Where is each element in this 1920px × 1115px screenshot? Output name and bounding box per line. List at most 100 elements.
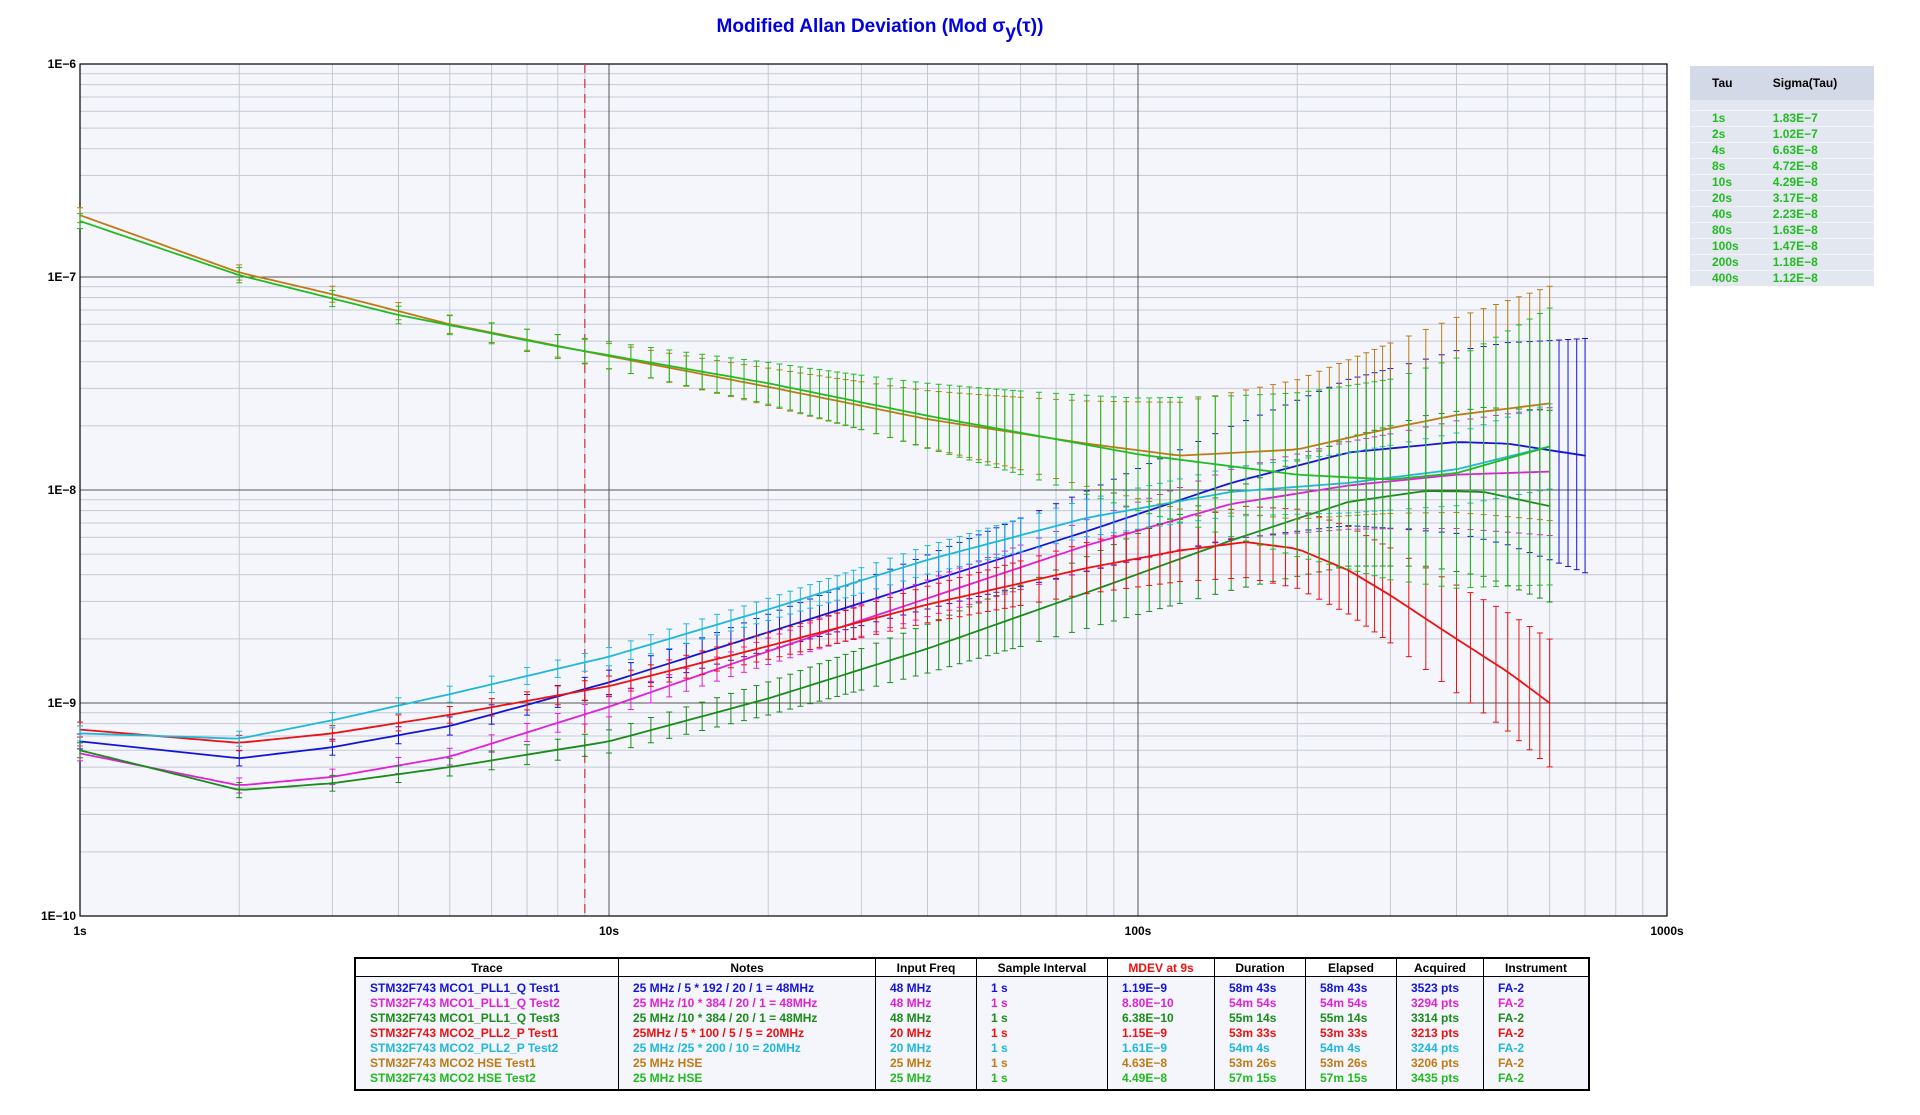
tau-row: 2s 1.02E−7 [1690,126,1874,143]
tau-row: 10s 4.29E−8 [1690,174,1874,191]
data-point [331,746,334,749]
data-point [767,697,770,700]
legend-cell: 48 MHz [875,996,977,1011]
data-point [1584,454,1586,457]
data-point [238,757,241,760]
series-line [79,214,1550,457]
sigma-value: 1.83E−7 [1762,110,1874,127]
data-point [1085,517,1088,519]
legend-row: STM32F743 MCO2_PLL2_P Test1 25MHz / 5 * 1… [354,1026,1590,1041]
legend-cell: 3523 pts [1396,976,1484,996]
sigma-value: 1.02E−7 [1762,126,1874,143]
chart-title-subscript: y [1005,22,1016,43]
series-line [79,470,1550,786]
data-point [331,732,334,735]
legend-cell: 3294 pts [1396,996,1484,1011]
data-point [608,354,610,357]
y-tick-label: 1E−8 [48,483,77,497]
legend-cell: 48 MHz [875,1011,977,1026]
x-tick-label: 10s [599,924,619,938]
data-point [331,782,334,785]
data-point [1548,702,1551,704]
sigma-value: 1.47E−8 [1762,238,1874,255]
legend-header: Elapsed [1305,957,1397,977]
legend-cell: 58m 43s [1305,976,1397,996]
legend-cell: 55m 14s [1305,1011,1397,1026]
tau-value: 200s [1690,254,1763,271]
series-line [79,541,1551,744]
legend-cell: STM32F743 MCO1_PLL1_Q Test1 [354,976,619,996]
data-point [1455,472,1458,474]
legend-header: Acquired [1396,957,1484,977]
legend-cell: 54m 4s [1305,1041,1397,1056]
legend-cell: 20 MHz [875,1041,977,1056]
tau-value: 4s [1690,142,1763,159]
legend-cell: 1 s [976,1041,1108,1056]
tau-row: 80s 1.63E−8 [1690,222,1874,239]
legend-cell: FA-2 [1483,976,1590,996]
legend-cell: 4.63E−8 [1107,1056,1215,1071]
data-point [608,685,610,687]
legend-cell: 25 MHz /25 * 200 / 10 = 20MHz [618,1041,876,1056]
data-point [926,559,929,561]
y-tick-label: 1E−9 [48,696,77,710]
series-line [79,220,1550,481]
series-7 [77,213,1553,589]
data-point [556,345,559,348]
data-point [767,608,770,611]
plot-frame [79,63,1668,917]
data-point [448,755,451,758]
x-tick-label: 100s [1125,924,1152,938]
legend-cell: 3435 pts [1396,1071,1484,1090]
tau-table-spacer [1690,100,1874,111]
legend-cell: 1.19E−9 [1107,976,1215,996]
legend-cell: 57m 15s [1305,1071,1397,1090]
series-line [79,441,1586,760]
tau-header: Tau [1690,66,1763,100]
tau-row: 100s 1.47E−8 [1690,238,1874,255]
legend-cell: 25 MHz /10 * 384 / 20 / 1 = 48MHz [618,996,876,1011]
data-point [1296,473,1299,476]
tau-row: 8s 4.72E−8 [1690,158,1874,175]
legend-row: STM32F743 MCO1_PLL1_Q Test2 25 MHz /10 * … [354,996,1590,1011]
legend-cell: FA-2 [1483,996,1590,1011]
legend-cell: FA-2 [1483,1071,1590,1090]
legend-cell: 53m 33s [1214,1026,1306,1041]
legend-cell: STM32F743 MCO1_PLL1_Q Test2 [354,996,619,1011]
data-point [79,732,81,735]
legend-cell: 1 s [976,1071,1108,1090]
legend-cell: 1.15E−9 [1107,1026,1215,1041]
tau-value: 8s [1690,158,1763,175]
chart-title-tail: (τ)) [1015,16,1044,37]
y-tick-label: 1E−7 [48,270,77,284]
legend-row: STM32F743 MCO2 HSE Test1 25 MHz HSE 25 MHz… [354,1056,1590,1071]
data-point [397,314,400,316]
sigma-value: 1.12E−8 [1762,270,1874,286]
trace-legend-table: Trace Notes Input Freq Sample Interval MDEV … [354,957,1590,1091]
chart-title-main: Modified Allan Deviation (Mod σ [716,16,1006,37]
legend-cell: 53m 26s [1214,1056,1306,1071]
data-point [926,647,929,650]
legend-cell: STM32F743 MCO1_PLL1_Q Test3 [354,1011,619,1026]
legend-row: STM32F743 MCO1_PLL1_Q Test1 25 MHz / 5 * … [354,976,1590,996]
data-point [1179,549,1181,552]
tau-value: 1s [1690,110,1763,127]
data-point [79,749,81,752]
data-point [331,719,334,722]
legend-cell: 55m 14s [1214,1011,1306,1026]
legend-cell: 54m 54s [1305,996,1397,1011]
legend-cell: 1 s [976,976,1108,996]
legend-cell: STM32F743 MCO2_PLL2_P Test1 [354,1026,619,1041]
data-point [1137,453,1139,456]
sigma-value: 1.18E−8 [1762,254,1874,271]
tau-row: 1s 1.83E−7 [1690,110,1874,127]
data-point [1389,594,1392,597]
tau-sigma-table: Tau Sigma(Tau) 1s 1.83E−7 2s 1.02E−7 4s 6.63E… [1690,66,1874,286]
legend-header: Trace [354,957,619,977]
data-point [1245,541,1247,543]
legend-cell: STM32F743 MCO2_PLL2_P Test2 [354,1041,619,1056]
legend-cell: 25 MHz [875,1056,977,1071]
tau-value: 100s [1690,238,1763,255]
data-point [608,740,610,743]
